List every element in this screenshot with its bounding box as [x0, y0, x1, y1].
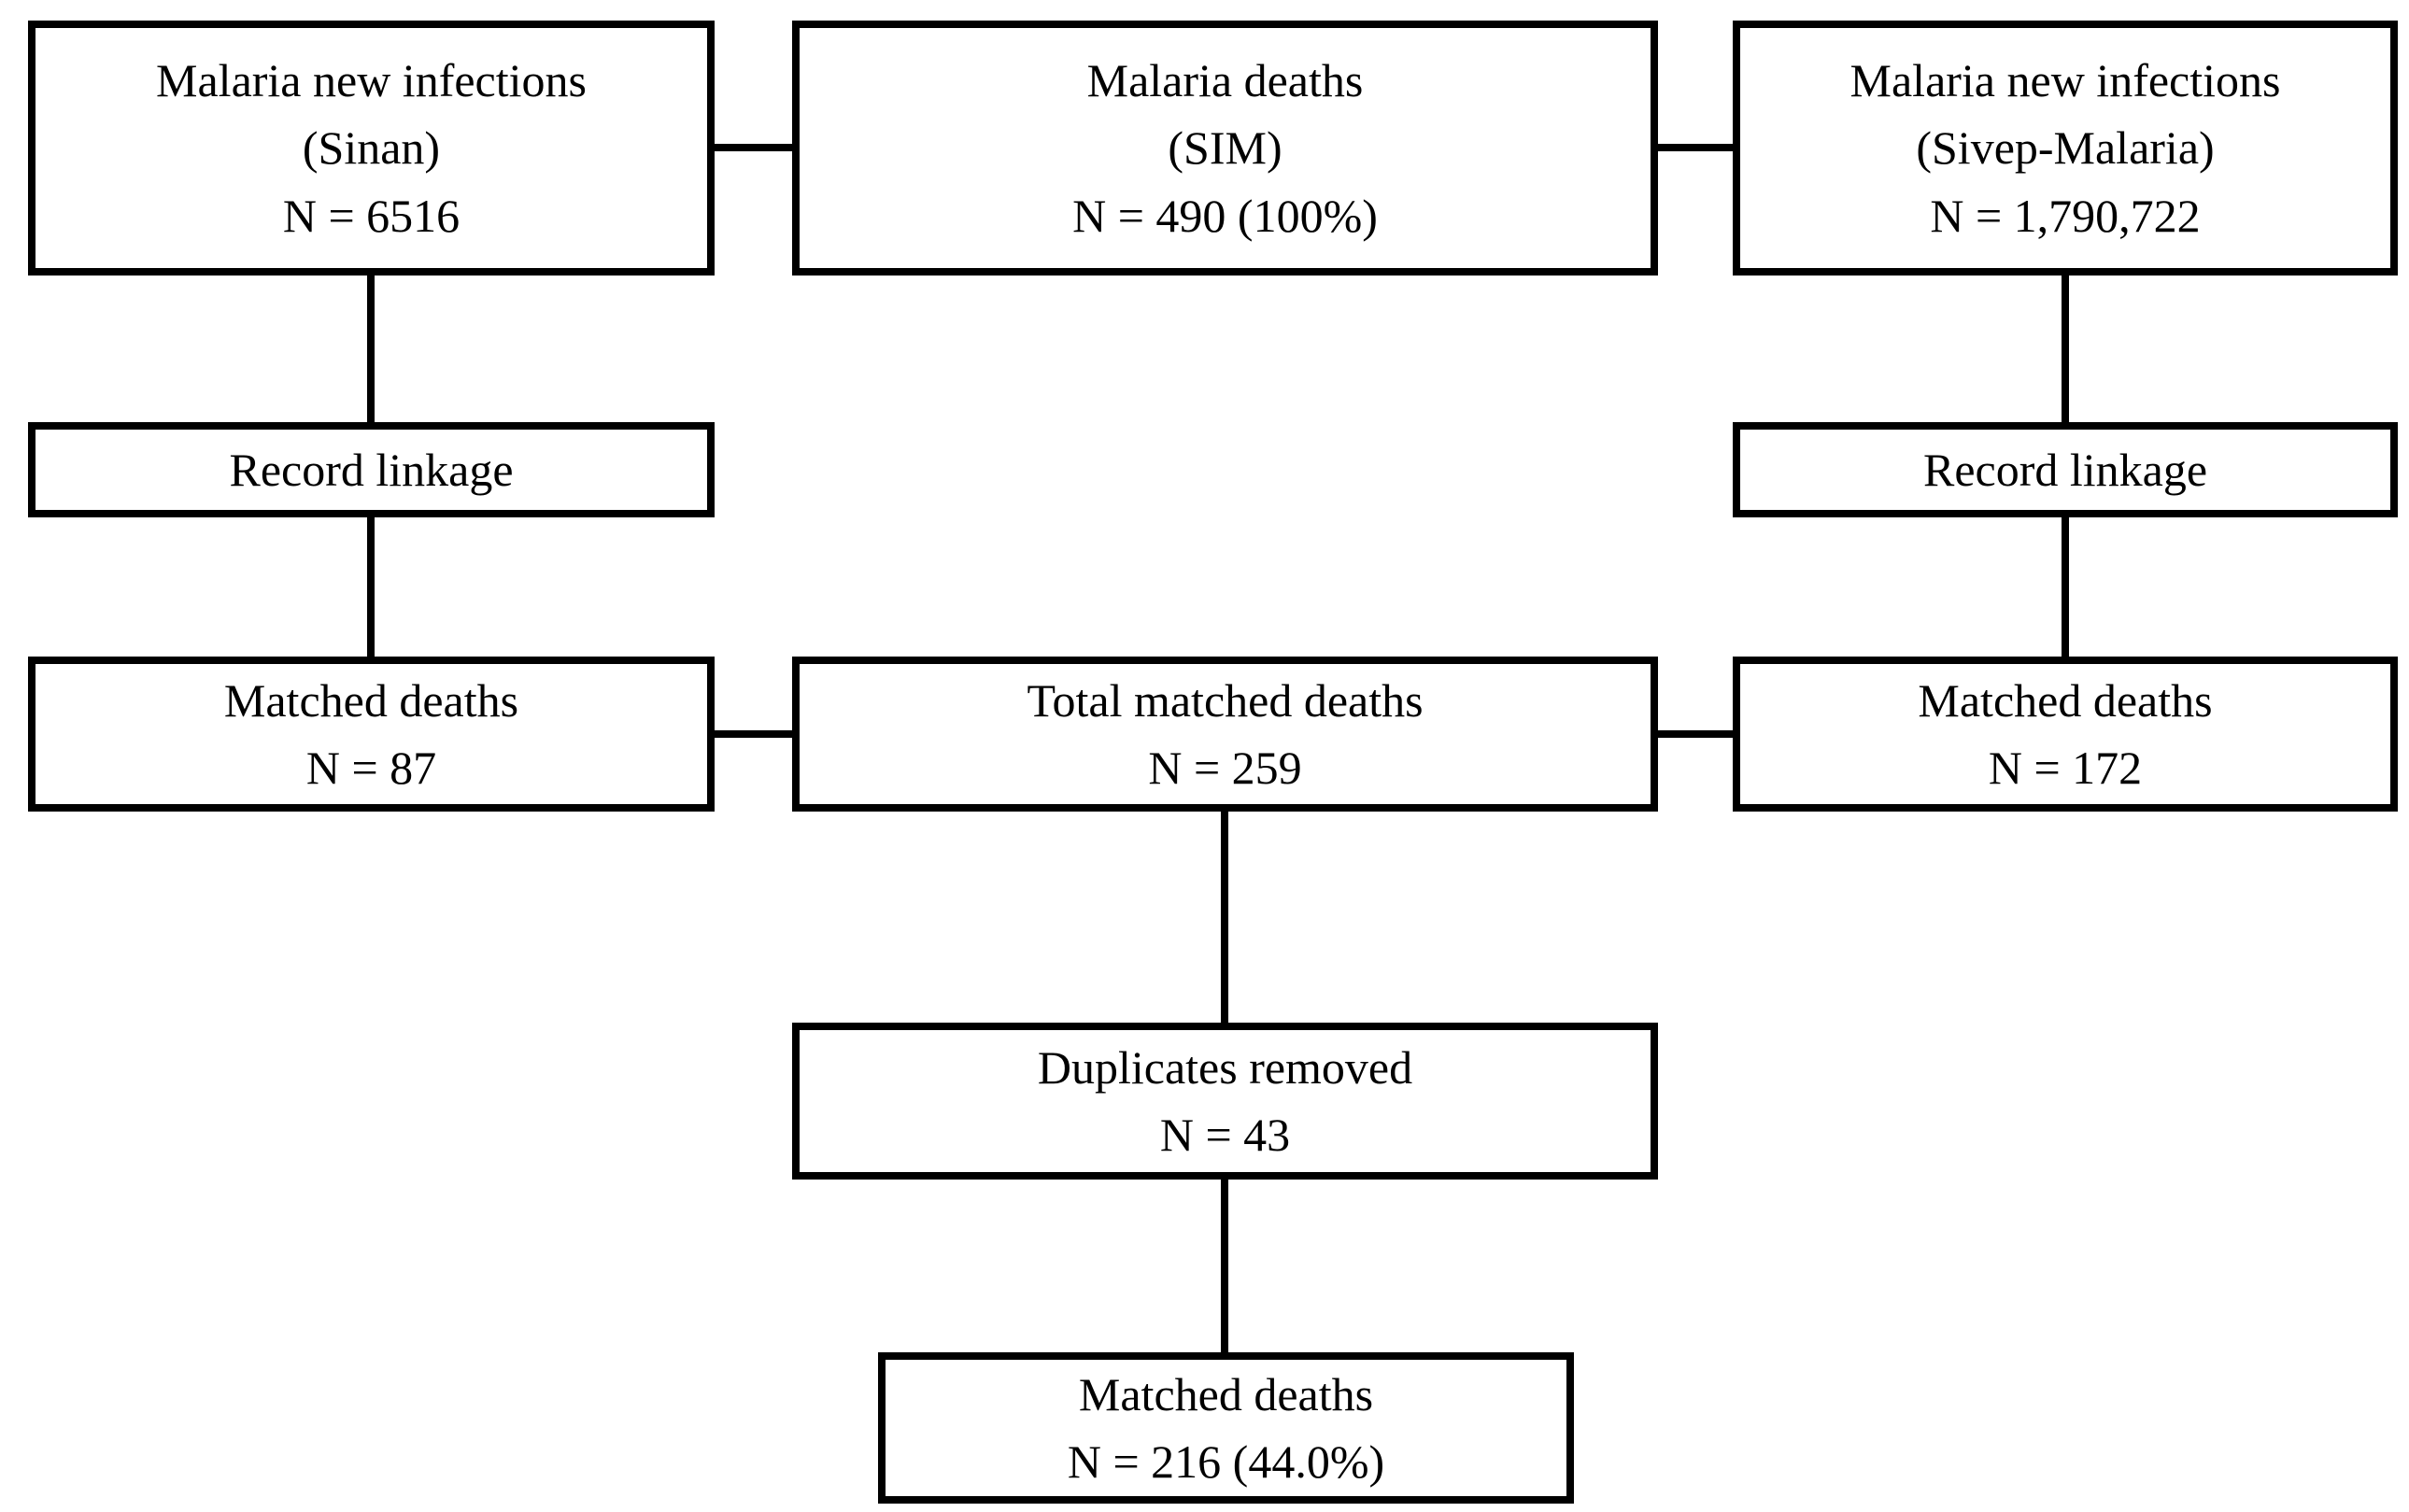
box-count-line: N = 87 — [305, 742, 437, 794]
connector-matched-left-total — [707, 730, 800, 738]
box-title-line: Matched deaths — [223, 673, 519, 727]
box-record-linkage-left: Record linkage — [28, 422, 715, 517]
box-source-line: (Sinan) — [302, 121, 441, 175]
box-malaria-new-infections-sinan: Malaria new infections (Sinan) N = 6516 — [28, 21, 715, 276]
connector-sinan-sim — [707, 144, 800, 151]
box-title-line: Malaria new infections — [1849, 53, 2281, 106]
connector-total-duplicates — [1221, 806, 1228, 1028]
box-count-line: N = 216 (44.0%) — [1067, 1435, 1385, 1488]
box-count-line: N = 490 (100%) — [1072, 189, 1378, 242]
box-title-line: Record linkage — [1922, 443, 2208, 496]
box-title-line: Matched deaths — [1918, 673, 2213, 727]
box-count-line: N = 259 — [1148, 742, 1302, 794]
connector-total-matched-right — [1651, 730, 1740, 738]
box-title-line: Malaria new infections — [156, 53, 587, 106]
box-total-matched-deaths: Total matched deaths N = 259 — [792, 657, 1658, 812]
box-duplicates-removed: Duplicates removed N = 43 — [792, 1023, 1658, 1180]
box-count-line: N = 6516 — [282, 189, 461, 242]
box-title-line: Malaria deaths — [1086, 53, 1364, 106]
box-matched-deaths-sivep: Matched deaths N = 172 — [1733, 657, 2398, 812]
box-title-line: Record linkage — [229, 443, 514, 496]
box-record-linkage-right: Record linkage — [1733, 422, 2398, 517]
box-source-line: (SIM) — [1168, 121, 1282, 175]
box-count-line: N = 43 — [1159, 1109, 1291, 1161]
connector-sinan-linkage — [367, 271, 375, 428]
box-title-line: Matched deaths — [1078, 1367, 1374, 1420]
connector-sivep-linkage — [2062, 271, 2069, 428]
box-source-line: (Sivep-Malaria) — [1916, 121, 2215, 175]
box-malaria-new-infections-sivep: Malaria new infections (Sivep-Malaria) N… — [1733, 21, 2398, 276]
box-title-line: Total matched deaths — [1027, 673, 1424, 727]
connector-duplicates-final — [1221, 1174, 1228, 1358]
box-count-line: N = 1,790,722 — [1930, 189, 2201, 242]
box-malaria-deaths-sim: Malaria deaths (SIM) N = 490 (100%) — [792, 21, 1658, 276]
box-count-line: N = 172 — [1988, 742, 2143, 794]
box-matched-deaths-final: Matched deaths N = 216 (44.0%) — [878, 1352, 1574, 1504]
connector-linkage-matched-right — [2062, 512, 2069, 662]
connector-sim-sivep — [1651, 144, 1740, 151]
box-matched-deaths-sinan: Matched deaths N = 87 — [28, 657, 715, 812]
box-title-line: Duplicates removed — [1037, 1040, 1413, 1094]
connector-linkage-matched-left — [367, 512, 375, 662]
